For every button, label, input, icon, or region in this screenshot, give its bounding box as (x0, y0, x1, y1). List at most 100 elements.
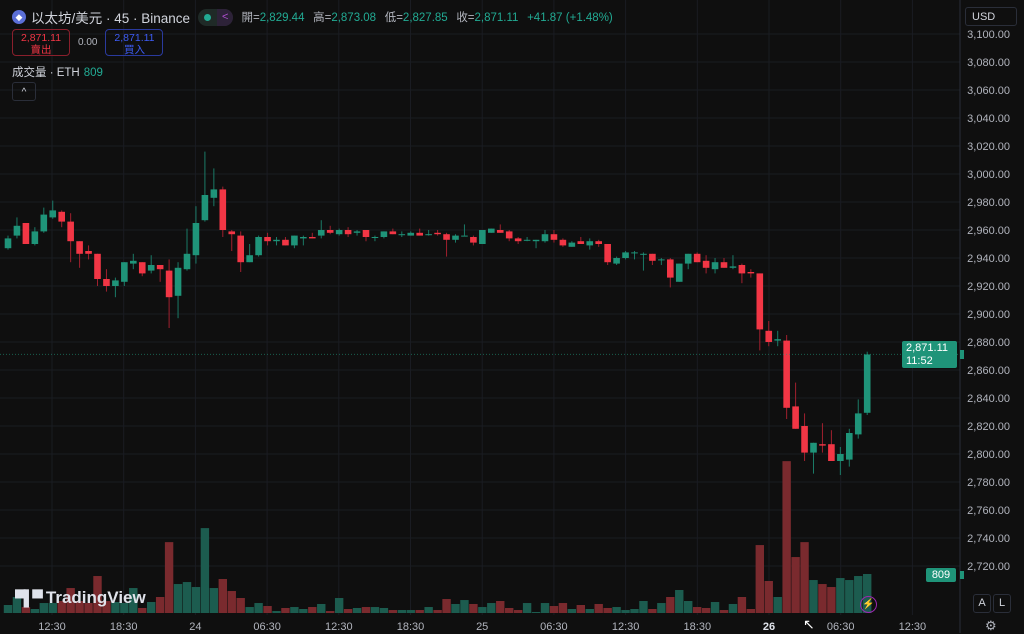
auto-scale-button[interactable]: A (973, 594, 991, 613)
candle-down (828, 444, 835, 461)
sell-button[interactable]: 2,871.11 賣出 (12, 29, 70, 56)
volume-bar (827, 587, 836, 613)
volume-legend[interactable]: 成交量 · ETH 809 (12, 64, 103, 80)
collapse-legend-button[interactable]: ^ (12, 82, 36, 101)
volume-bar (406, 610, 415, 613)
bar-countdown: 11:52 (906, 355, 933, 367)
volume-bar (621, 610, 630, 613)
volume-bar (692, 607, 702, 613)
volume-bar (388, 610, 398, 613)
volume-bar (558, 603, 568, 613)
volume-bar (370, 607, 380, 613)
volume-bar (818, 584, 827, 613)
volume-bar (800, 542, 809, 613)
candle-up (398, 234, 406, 236)
candle-down (470, 237, 477, 243)
candle-down (156, 265, 164, 270)
candle-up (488, 228, 495, 233)
candle-down (514, 238, 522, 242)
price-tick-label: 2,780.00 (967, 477, 1010, 489)
tradingview-logo[interactable]: ▀▌▀ TradingView (15, 588, 146, 608)
candle-up (210, 189, 218, 198)
volume-bar (272, 611, 281, 613)
currency-selector[interactable]: USD (965, 7, 1017, 26)
candle-down (550, 234, 558, 240)
tradingview-logo-icon: ▀▌▀ (15, 589, 43, 607)
candle-down (416, 232, 423, 236)
share-icon[interactable]: < (217, 8, 234, 26)
volume-bar (326, 611, 335, 613)
candle-up (854, 413, 862, 435)
price-tick-label: 2,800.00 (967, 449, 1010, 461)
candle-up (371, 237, 379, 238)
log-scale-button[interactable]: L (993, 594, 1011, 613)
open-label: 開= (241, 12, 260, 24)
candle-down (362, 230, 370, 237)
candle-down (389, 231, 397, 235)
status-pill[interactable]: < (198, 8, 234, 26)
volume-bar (719, 610, 729, 613)
time-tick-label: 12:30 (899, 621, 927, 633)
candle-up (810, 442, 817, 453)
volume-bar (48, 603, 57, 613)
logo-text: TradingView (45, 588, 146, 607)
candle-up (640, 253, 647, 255)
price-axis: 3,100.00 3,080.00 3,060.00 3,040.00 3,020.00… (967, 29, 1010, 573)
close-label: 收= (456, 12, 475, 24)
candle-down (756, 273, 764, 330)
volume-bar (845, 580, 854, 613)
candle-down (604, 244, 611, 263)
candle-down (765, 330, 773, 342)
volume-bar (612, 607, 621, 613)
volume-bar (746, 608, 756, 613)
volume-bar (281, 607, 290, 613)
time-tick-label: 24 (189, 621, 201, 633)
volume-bar (567, 608, 577, 613)
candle-up (479, 230, 486, 244)
time-tick-label: 26 (763, 621, 775, 633)
price-tick-label: 2,820.00 (967, 421, 1010, 433)
volume-bar (487, 603, 496, 613)
candle-up (837, 454, 844, 461)
volume-bar (576, 604, 585, 613)
buy-button[interactable]: 2,871.11 買入 (105, 29, 164, 56)
volume-bar (12, 596, 22, 613)
volume-bar (728, 603, 738, 613)
high-label: 高= (313, 12, 332, 24)
volume-bar (442, 599, 451, 613)
candle-down (702, 260, 710, 268)
candle-up (586, 241, 594, 246)
candle-down (103, 279, 110, 286)
volume-bar (111, 602, 120, 613)
candle-up (658, 259, 665, 261)
volume-bar (164, 542, 174, 613)
candle-up (631, 252, 638, 254)
volume-bar (701, 607, 711, 613)
spread-value: 0.00 (78, 37, 98, 48)
current-price-label: 2,871.11 11:52 (902, 341, 957, 368)
candle-down (434, 232, 441, 235)
current-price: 2,871.11 (906, 342, 949, 354)
price-tick-label: 2,720.00 (967, 561, 1010, 573)
volume-bar (684, 600, 693, 613)
volume-bar (57, 600, 66, 613)
volume-value: 809 (83, 67, 103, 79)
candle-up (532, 239, 540, 242)
candle-up (846, 433, 853, 460)
candle-up (541, 234, 549, 242)
time-tick-label: 06:30 (540, 621, 568, 633)
lightning-icon[interactable]: ⚡ (860, 596, 877, 613)
volume-bar (209, 588, 219, 613)
volume-bar (469, 603, 478, 613)
candle-down (819, 444, 826, 446)
high-value: 2,873.08 (331, 12, 377, 24)
candle-down (76, 241, 83, 254)
volume-axis-marker (960, 571, 964, 579)
volume-bar (478, 607, 487, 613)
settings-icon[interactable]: ⚙ (985, 618, 997, 633)
symbol-title[interactable]: 以太坊/美元 · 45 · Binance (31, 11, 191, 26)
volume-bar (129, 588, 138, 613)
candle-up (613, 258, 620, 264)
time-tick-label: 06:30 (827, 621, 855, 633)
